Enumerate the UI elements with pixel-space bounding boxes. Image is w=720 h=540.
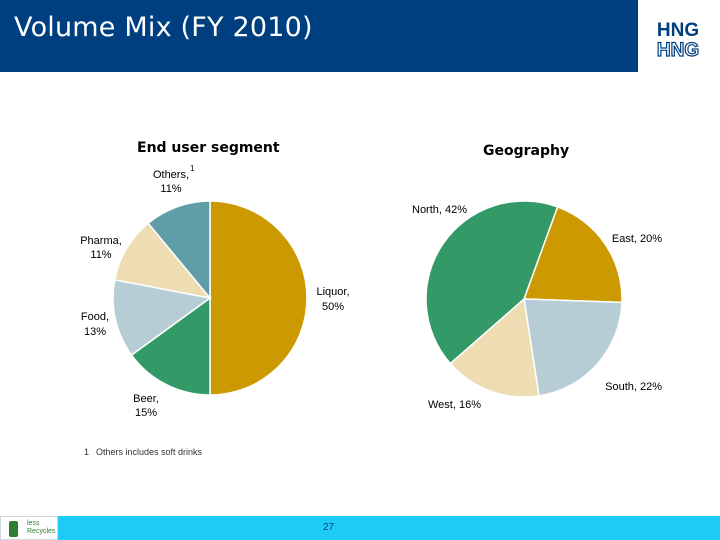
label-others-pct: 11% [160, 183, 181, 195]
label-liquor-name: Liquor, [316, 286, 349, 298]
label-beer-name: Beer, [133, 393, 159, 405]
label-pharma-name: Pharma, [80, 235, 122, 247]
geography-pie [425, 200, 623, 398]
header-bar: Volume Mix (FY 2010) [0, 0, 638, 72]
label-others-footnote-mark: 1 [190, 164, 195, 173]
label-pharma-pct: 11% [90, 249, 111, 261]
label-east: East, 20% [612, 233, 662, 245]
label-food-name: Food, [81, 311, 109, 323]
label-liquor-pct: 50% [322, 301, 344, 313]
pie-slice-liquor [209, 200, 308, 396]
recycle-logo: less Recycles [0, 516, 58, 540]
logo-text-top: HNG [657, 20, 699, 41]
bottle-icon [9, 521, 18, 537]
recycle-logo-line1: less [27, 520, 40, 527]
page-number: 27 [323, 522, 335, 533]
company-logo: HNG HNG [652, 16, 704, 60]
recycle-logo-line2: Recycles [27, 528, 56, 535]
label-food-pct: 13% [84, 326, 106, 338]
pie-slice-food [112, 278, 212, 357]
pie-slice-others [147, 200, 211, 301]
label-west: West, 16% [428, 399, 481, 411]
label-north: North, 42% [412, 204, 467, 216]
label-beer-pct: 15% [135, 407, 157, 419]
slide-title: Volume Mix (FY 2010) [14, 12, 313, 43]
bottom-bar [0, 516, 720, 540]
pie-slice-north [425, 200, 559, 365]
pie-slice-east [522, 205, 623, 304]
logo-text-bottom: HNG [657, 40, 699, 60]
segment-pie [112, 200, 308, 396]
pie-slice-west [449, 297, 540, 398]
pie-slice-pharma [113, 222, 212, 300]
pie-slice-south [523, 298, 623, 397]
label-others-name: Others, [153, 169, 189, 181]
geography-chart-title: Geography [483, 143, 570, 159]
footnote-text: Others includes soft drinks [96, 447, 203, 457]
segment-chart-title: End user segment [137, 140, 280, 156]
pie-slice-beer [130, 296, 211, 396]
footnote-number: 1 [84, 447, 90, 457]
label-south: South, 22% [605, 381, 662, 393]
footnote: 1 Others includes soft drinks [84, 447, 202, 457]
